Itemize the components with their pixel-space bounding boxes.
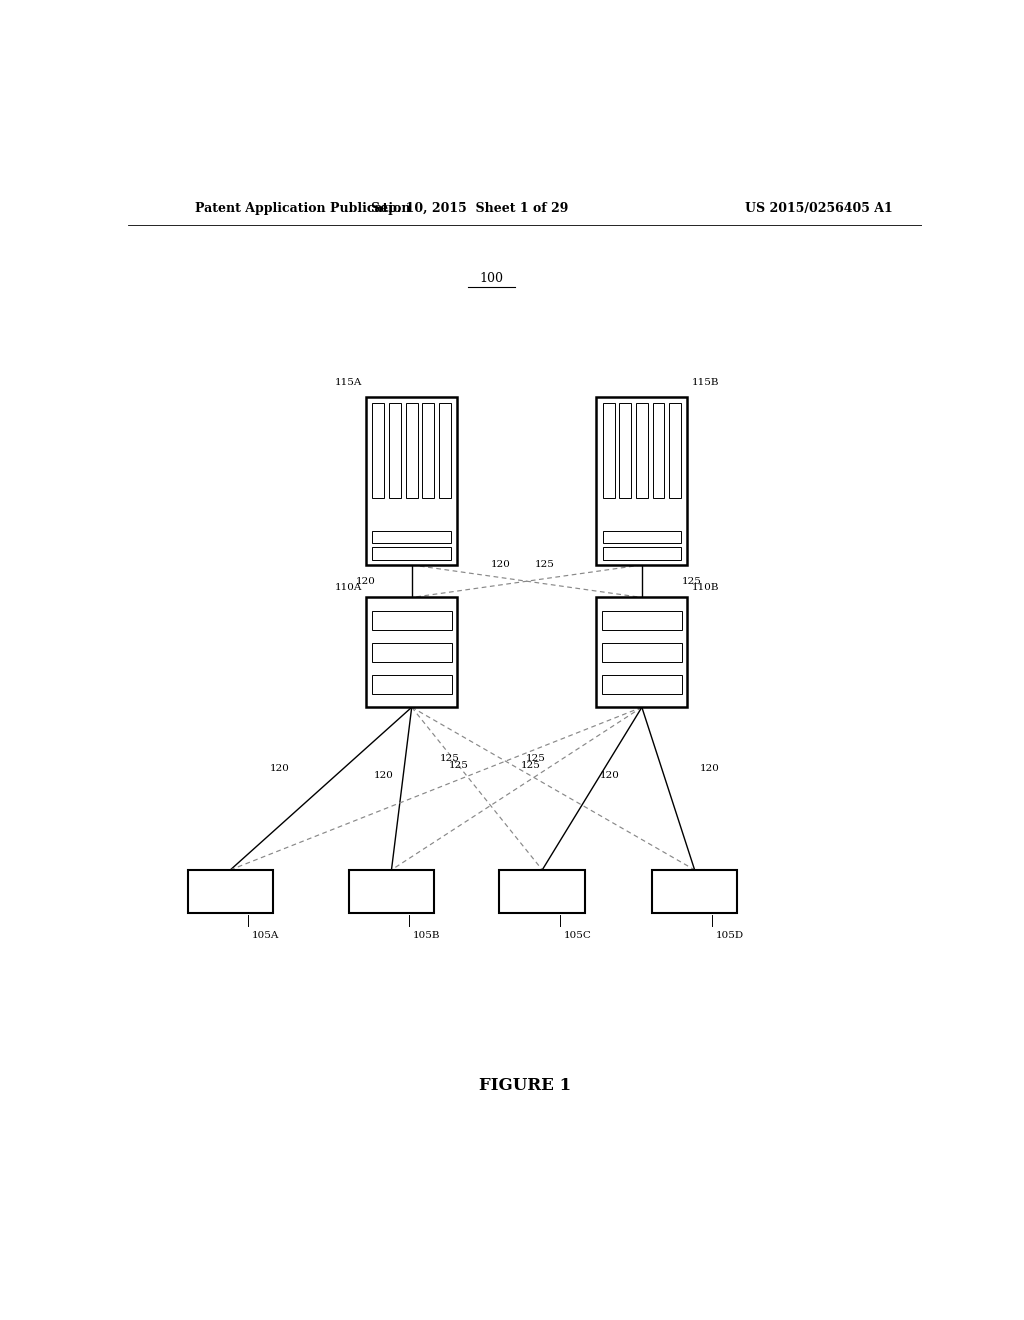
Bar — [602, 643, 682, 661]
Bar — [602, 675, 682, 694]
Bar — [636, 403, 648, 498]
Text: 100: 100 — [479, 272, 504, 285]
Bar — [373, 548, 451, 560]
Text: 125: 125 — [525, 754, 545, 763]
Bar — [652, 870, 737, 912]
Text: US 2015/0256405 A1: US 2015/0256405 A1 — [744, 202, 892, 215]
Bar — [602, 531, 681, 543]
Text: 125: 125 — [520, 762, 541, 771]
Text: 115A: 115A — [335, 378, 362, 387]
Bar — [596, 598, 687, 708]
Bar — [620, 403, 631, 498]
Bar — [602, 611, 682, 630]
Text: 105C: 105C — [563, 931, 592, 940]
Bar — [669, 403, 681, 498]
Text: 110A: 110A — [335, 583, 362, 593]
Bar — [500, 870, 585, 912]
Text: Patent Application Publication: Patent Application Publication — [196, 202, 411, 215]
Bar — [372, 643, 452, 661]
Bar — [373, 531, 451, 543]
Bar — [187, 870, 273, 912]
Bar — [367, 598, 458, 708]
Text: 120: 120 — [269, 764, 290, 774]
Bar — [596, 397, 687, 565]
Bar — [373, 403, 384, 498]
Text: FIGURE 1: FIGURE 1 — [479, 1077, 570, 1094]
Bar — [652, 403, 665, 498]
Text: 125: 125 — [535, 560, 555, 569]
Bar — [372, 611, 452, 630]
Text: 120: 120 — [374, 771, 393, 780]
Text: 105D: 105D — [716, 931, 744, 940]
Bar — [602, 548, 681, 560]
Bar — [602, 403, 614, 498]
Text: 115B: 115B — [691, 378, 719, 387]
Text: 125: 125 — [450, 762, 469, 771]
Bar — [439, 403, 451, 498]
Text: 110B: 110B — [691, 583, 719, 593]
Text: 120: 120 — [600, 771, 620, 780]
Text: 120: 120 — [700, 764, 720, 774]
Text: 120: 120 — [356, 577, 376, 586]
Bar — [372, 675, 452, 694]
Bar — [422, 403, 434, 498]
Bar — [367, 397, 458, 565]
Text: 120: 120 — [492, 560, 511, 569]
Bar — [348, 870, 434, 912]
Bar — [389, 403, 401, 498]
Text: 105A: 105A — [252, 931, 280, 940]
Text: 125: 125 — [682, 577, 701, 586]
Text: 105B: 105B — [413, 931, 440, 940]
Text: Sep. 10, 2015  Sheet 1 of 29: Sep. 10, 2015 Sheet 1 of 29 — [371, 202, 568, 215]
Bar — [406, 403, 418, 498]
Text: 125: 125 — [440, 754, 460, 763]
